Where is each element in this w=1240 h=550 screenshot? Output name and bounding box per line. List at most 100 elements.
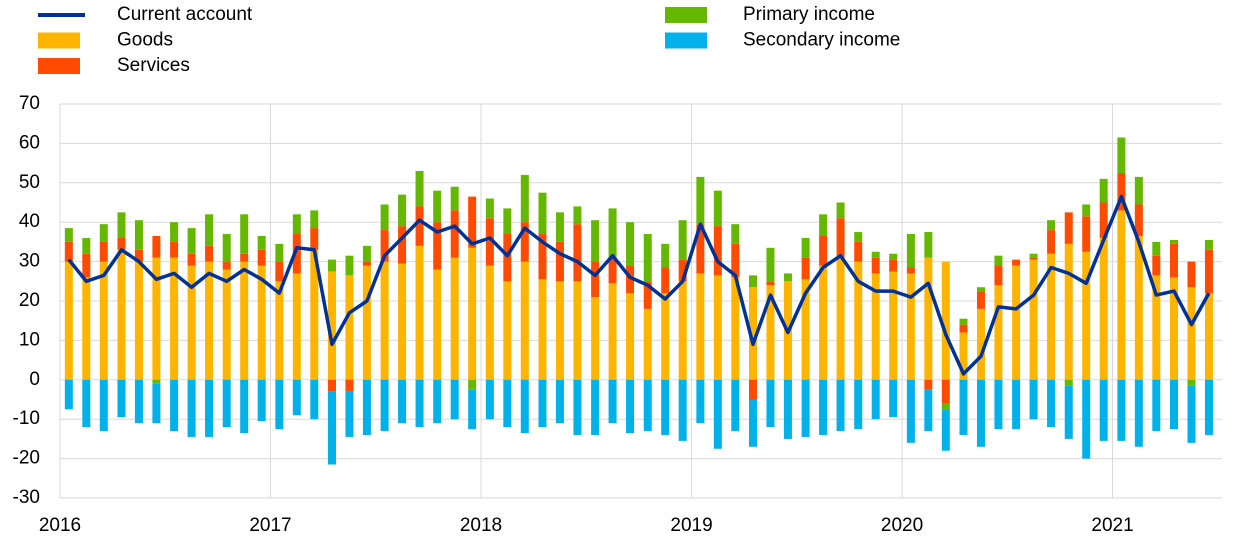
bar-segment xyxy=(380,204,389,231)
bar-segment xyxy=(205,379,214,437)
bar-segment xyxy=(380,261,389,380)
bar-segment xyxy=(520,261,529,380)
bar-segment xyxy=(398,263,407,380)
bar-segment xyxy=(1029,259,1038,380)
bar-segment xyxy=(573,379,582,435)
bar-segment xyxy=(222,261,231,270)
bar-segment xyxy=(99,224,108,242)
bar-segment xyxy=(398,226,407,264)
bar-segment xyxy=(468,379,477,390)
bar-segment xyxy=(415,379,424,428)
bar-segment xyxy=(485,218,494,266)
bar-segment xyxy=(854,232,863,242)
bar-segment xyxy=(1187,385,1196,443)
bar-segment xyxy=(1099,237,1108,380)
bar-segment xyxy=(1099,178,1108,203)
bar-segment xyxy=(362,379,371,435)
bar-segment xyxy=(503,208,512,235)
bar-segment xyxy=(310,210,319,229)
bar-segment xyxy=(608,379,617,424)
bar-segment xyxy=(748,399,757,447)
bar-segment xyxy=(327,379,336,392)
bar-segment xyxy=(678,259,687,282)
bar-segment xyxy=(801,257,810,280)
bar-segment xyxy=(152,257,161,380)
y-tick-label: 50 xyxy=(19,172,40,193)
bar-segment xyxy=(1204,379,1213,435)
bar-segment xyxy=(889,379,898,418)
bar-segment xyxy=(1117,379,1126,441)
bar-segment xyxy=(959,324,968,333)
line xyxy=(67,194,1211,376)
bar-segment xyxy=(889,271,898,380)
bar-segment xyxy=(555,212,564,242)
bar-segment xyxy=(819,265,828,380)
bar-segment xyxy=(959,318,968,325)
bar-segment xyxy=(450,210,459,258)
bar-segment xyxy=(643,308,652,380)
bar-segment xyxy=(941,403,950,410)
x-tick-label: 2021 xyxy=(1091,515,1133,536)
bar-segment xyxy=(836,202,845,219)
bar-segment xyxy=(1064,379,1073,386)
bar-segment xyxy=(573,281,582,380)
bar-segment xyxy=(538,379,547,428)
bar-segment xyxy=(801,237,810,258)
bar-segment xyxy=(1170,277,1179,380)
legend-label: Current account xyxy=(117,4,253,25)
bar-segment xyxy=(362,265,371,380)
bar-segment xyxy=(783,379,792,439)
bar-segment xyxy=(117,379,126,418)
bar-segment xyxy=(362,261,371,266)
bar-segment xyxy=(1012,259,1021,266)
bar-segment xyxy=(976,379,985,447)
bar-segment xyxy=(450,379,459,420)
bar-segment xyxy=(889,253,898,260)
bar-segment xyxy=(906,273,915,380)
bar-segment xyxy=(82,379,91,428)
bar-segment xyxy=(275,379,284,430)
bar-segment xyxy=(854,379,863,430)
bar-segment xyxy=(64,228,73,242)
bar-segment xyxy=(398,379,407,424)
bar-segment xyxy=(1134,204,1143,236)
bar-segment xyxy=(257,235,266,250)
bar-segment xyxy=(836,257,845,380)
bar-segment xyxy=(941,261,950,380)
bar-segment xyxy=(99,379,108,432)
bar-segment xyxy=(503,281,512,380)
bar-segment xyxy=(731,243,740,278)
bar-segment xyxy=(433,379,442,424)
bar-segment xyxy=(713,190,722,227)
bar-segment xyxy=(275,261,284,282)
bar-segment xyxy=(591,261,600,298)
y-tick-label: -20 xyxy=(13,448,40,469)
bar-segment xyxy=(696,379,705,424)
bar-segment xyxy=(415,245,424,380)
bar-segment xyxy=(1204,293,1213,380)
bar-segment xyxy=(1082,216,1091,252)
bar-segment xyxy=(327,259,336,272)
bar-segment xyxy=(591,220,600,262)
bar-segment xyxy=(292,214,301,235)
bar-segment xyxy=(503,234,512,282)
bar-segment xyxy=(1047,220,1056,231)
bar-segment xyxy=(836,379,845,432)
bar-segment xyxy=(152,235,161,258)
bar-segment xyxy=(643,234,652,282)
bar-segment xyxy=(591,379,600,435)
x-tick-label: 2017 xyxy=(249,515,291,536)
bar-segment xyxy=(292,234,301,274)
legend-label: Secondary income xyxy=(743,30,900,51)
bar-segment xyxy=(1029,379,1038,420)
bar-segment xyxy=(205,245,214,262)
bar-segment xyxy=(906,379,915,443)
bar-segment xyxy=(1099,202,1108,238)
bar-segment xyxy=(1064,385,1073,439)
bar-segment xyxy=(1047,230,1056,254)
legend-label: Primary income xyxy=(743,4,875,25)
bar-segment xyxy=(696,176,705,225)
bar-segment xyxy=(994,285,1003,380)
bar-segment xyxy=(801,379,810,437)
bar-segment xyxy=(362,245,371,262)
